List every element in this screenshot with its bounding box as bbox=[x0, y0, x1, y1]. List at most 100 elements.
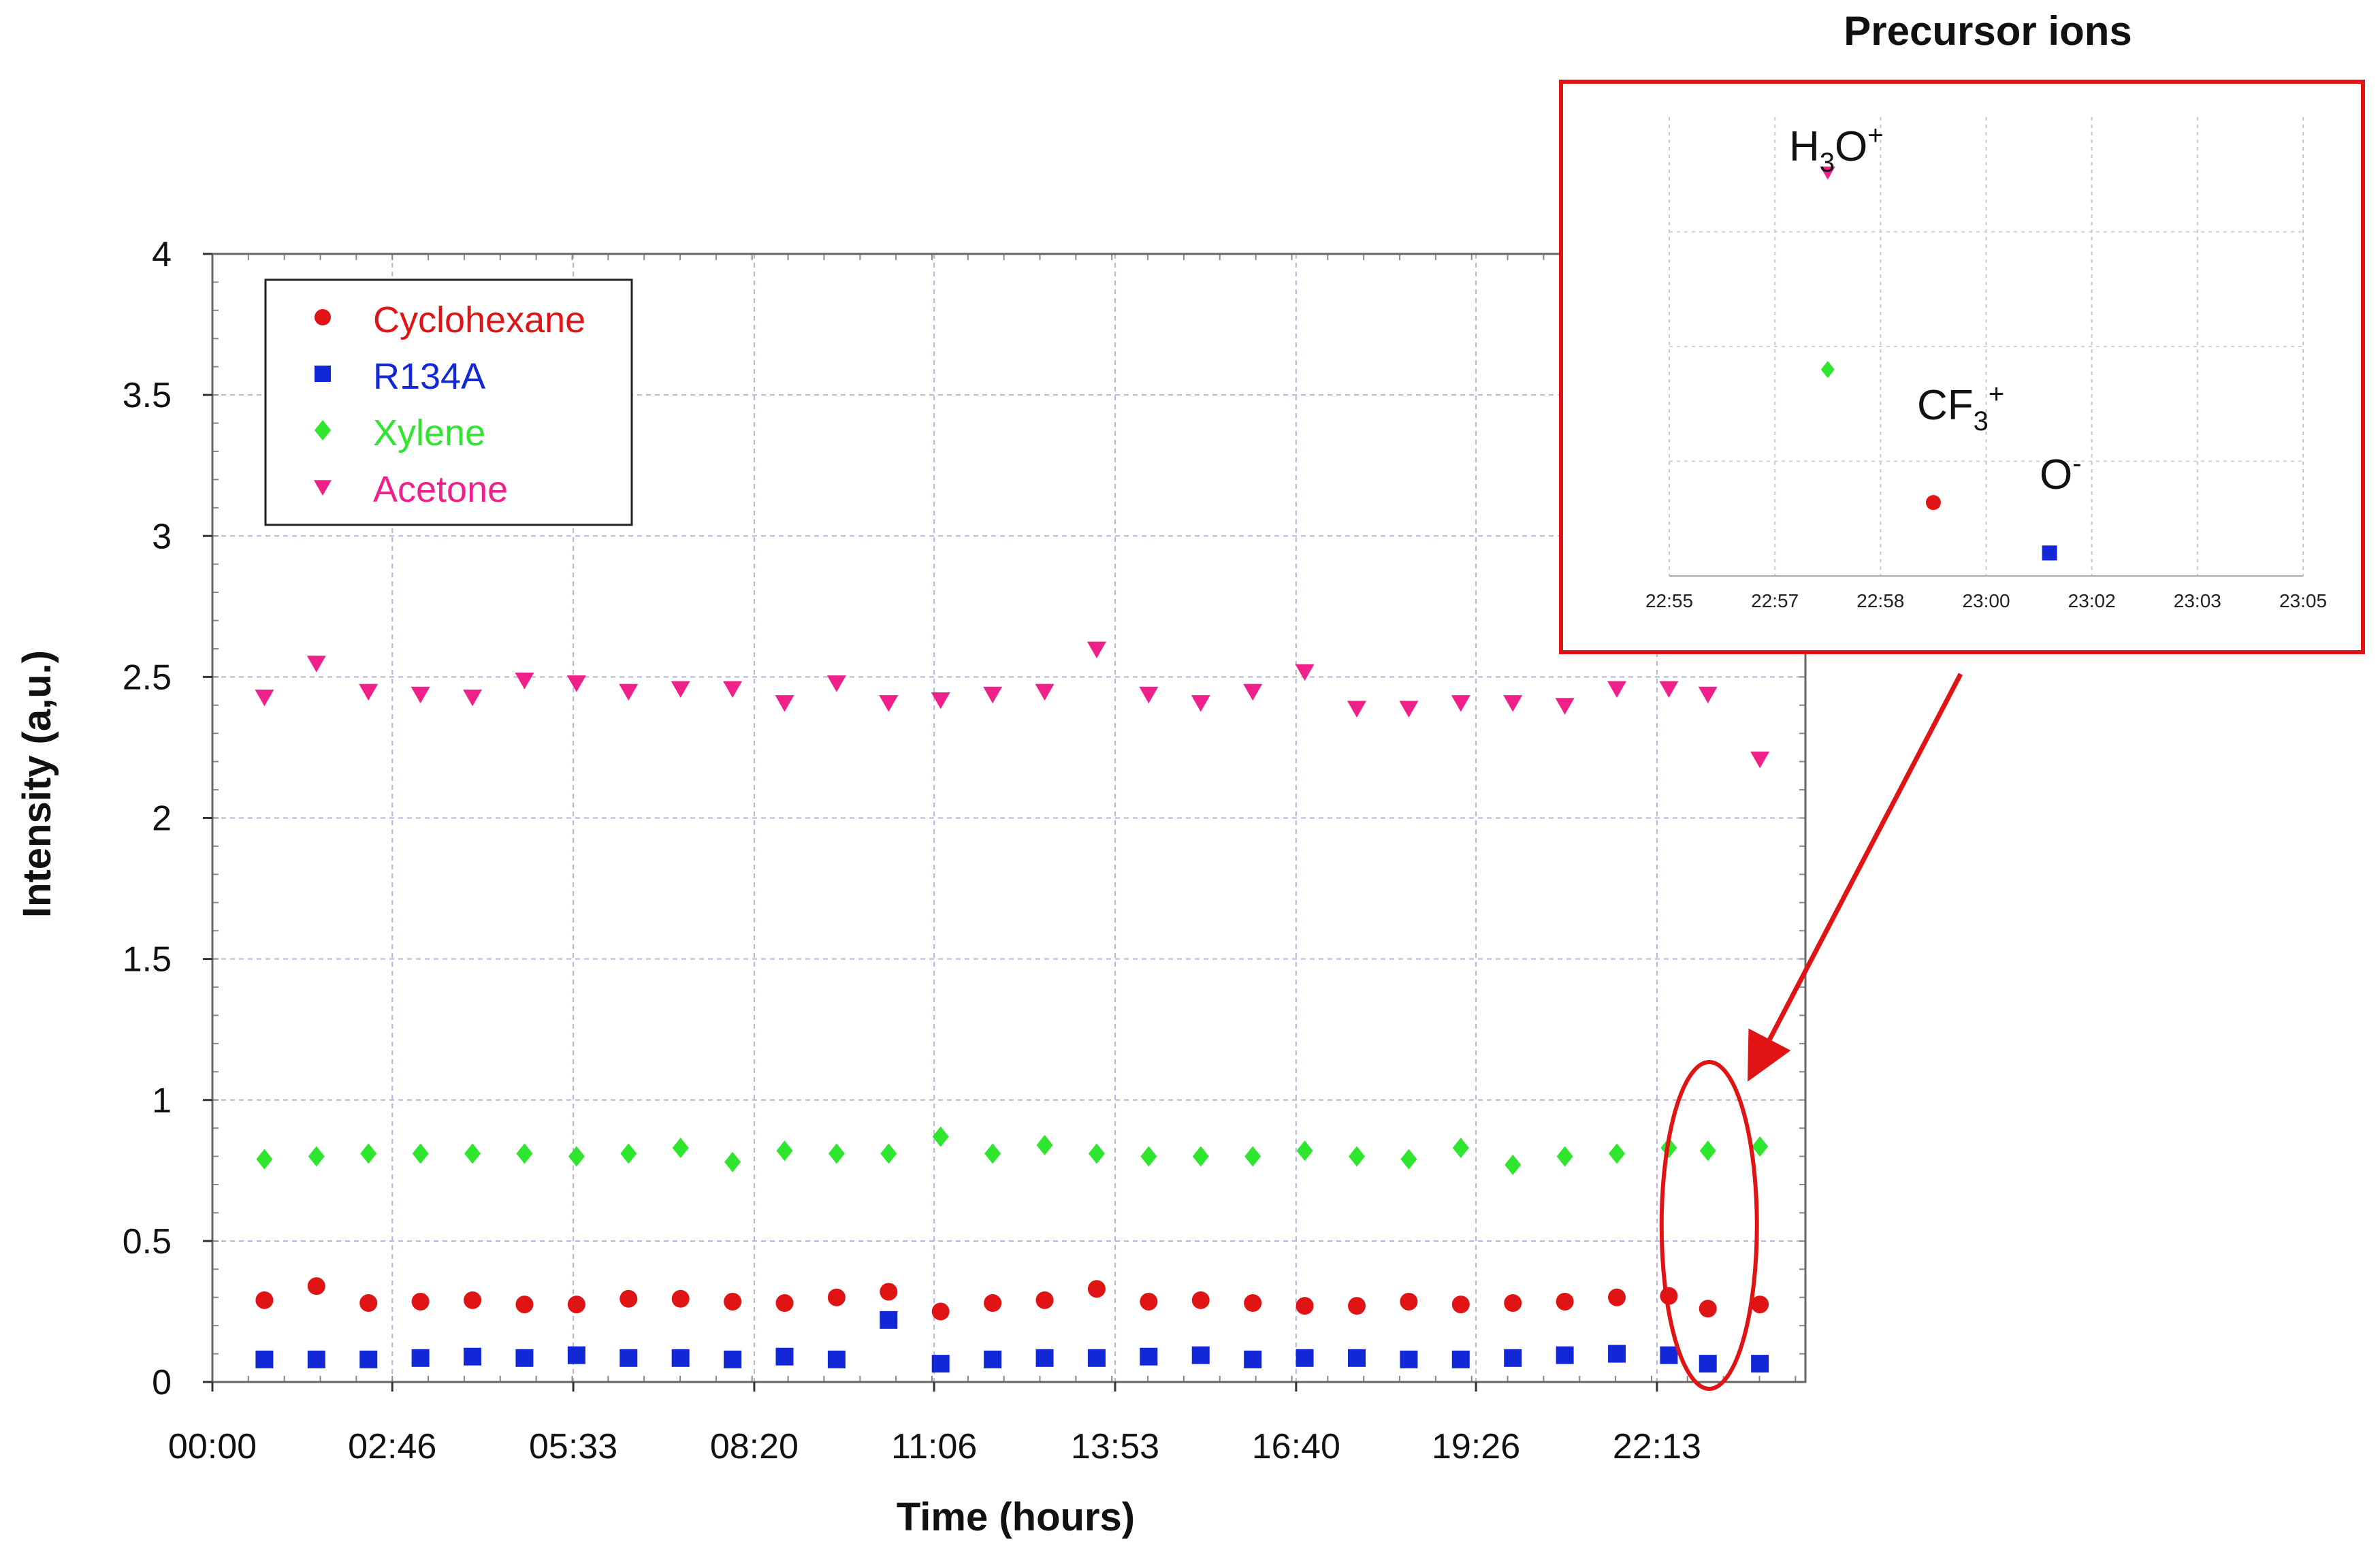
data-point bbox=[464, 1143, 481, 1164]
data-point bbox=[1555, 698, 1575, 715]
grid bbox=[212, 253, 1805, 1383]
legend-label: Acetone bbox=[373, 469, 508, 510]
data-point bbox=[1556, 1346, 1574, 1364]
y-tick-label: 3.5 bbox=[123, 376, 172, 415]
y-tick-label: 1.5 bbox=[123, 940, 172, 980]
data-point bbox=[879, 695, 899, 712]
data-point bbox=[620, 1289, 638, 1308]
data-point bbox=[828, 1143, 845, 1164]
data-point bbox=[672, 1138, 689, 1159]
data-point bbox=[566, 675, 586, 692]
data-point bbox=[1244, 1294, 1262, 1313]
data-point bbox=[306, 656, 326, 673]
data-point bbox=[1452, 1138, 1469, 1159]
data-point bbox=[775, 1294, 794, 1313]
data-point bbox=[671, 681, 690, 698]
data-point bbox=[1400, 1148, 1417, 1170]
data-point bbox=[307, 1350, 325, 1368]
data-point bbox=[1347, 1349, 1366, 1367]
data-point bbox=[1035, 1291, 1054, 1309]
data-point bbox=[1140, 1347, 1158, 1366]
data-point bbox=[568, 1146, 585, 1167]
data-point bbox=[1699, 1140, 1716, 1161]
data-point bbox=[1556, 1292, 1574, 1311]
y-tick-label: 3 bbox=[152, 517, 172, 556]
legend-marker bbox=[314, 480, 332, 496]
data-point bbox=[1296, 1297, 1314, 1315]
y-tick-label: 1 bbox=[152, 1081, 172, 1121]
data-point bbox=[360, 1143, 377, 1164]
data-point bbox=[1750, 752, 1770, 769]
data-point bbox=[826, 675, 846, 692]
data-point bbox=[359, 1294, 378, 1313]
data-point bbox=[1192, 1146, 1209, 1167]
data-point bbox=[255, 1350, 274, 1368]
data-point bbox=[1607, 681, 1627, 698]
data-point bbox=[1505, 1155, 1522, 1176]
data-point bbox=[515, 1349, 534, 1367]
data-point bbox=[724, 1292, 742, 1311]
data-point bbox=[1347, 1297, 1366, 1315]
data-point bbox=[984, 1143, 1001, 1164]
inset-x-tick-label: 22:57 bbox=[1751, 590, 1799, 611]
data-point bbox=[1243, 684, 1263, 701]
data-point bbox=[256, 1148, 273, 1170]
data-point bbox=[931, 1302, 950, 1321]
data-point bbox=[776, 1140, 793, 1161]
data-point bbox=[255, 689, 274, 707]
inset-border bbox=[1559, 80, 2365, 654]
legend-label: Cyclohexane bbox=[373, 300, 585, 340]
legend-marker bbox=[315, 309, 331, 325]
data-point bbox=[1348, 1146, 1365, 1167]
data-point bbox=[1088, 1143, 1105, 1164]
y-tick-label: 4 bbox=[152, 235, 172, 274]
data-point bbox=[1751, 1296, 1769, 1314]
x-tick-label: 19:26 bbox=[1432, 1427, 1520, 1466]
data-point bbox=[1347, 701, 1366, 718]
data-point bbox=[1451, 695, 1470, 712]
data-point bbox=[775, 1347, 794, 1366]
main-plot: 0 0.5 1 1.5 2 2.5 3 3.5 4 00:00 02:46 05:33 08:20 11:… bbox=[15, 235, 1807, 1539]
data-point bbox=[1399, 701, 1419, 718]
inset-x-tick-label: 22:55 bbox=[1645, 590, 1693, 611]
y-tick-label: 0.5 bbox=[123, 1222, 172, 1261]
data-point bbox=[515, 673, 534, 690]
x-tick-label: 02:46 bbox=[348, 1427, 436, 1466]
data-point bbox=[411, 1349, 430, 1367]
x-tick-label: 13:53 bbox=[1071, 1427, 1159, 1466]
inset-point bbox=[1925, 495, 1941, 511]
inset-x-tick-label: 23:03 bbox=[2174, 590, 2221, 611]
data-point bbox=[1699, 1355, 1717, 1373]
data-point bbox=[1295, 664, 1315, 681]
data-point bbox=[1608, 1288, 1626, 1306]
data-point bbox=[1659, 681, 1679, 698]
inset-x-tick-label: 23:00 bbox=[1962, 590, 2010, 611]
precursor-ion-label: H3O+ bbox=[1789, 120, 1884, 178]
data-point bbox=[1451, 1350, 1470, 1368]
inset-point bbox=[1820, 361, 1835, 379]
data-point bbox=[1244, 1350, 1262, 1368]
data-point bbox=[567, 1296, 585, 1314]
x-tick-label: 11:06 bbox=[891, 1427, 977, 1466]
data-point bbox=[1608, 1345, 1626, 1363]
x-tick-label: 08:20 bbox=[710, 1427, 799, 1466]
data-point bbox=[1191, 695, 1210, 712]
legend-label: R134A bbox=[373, 356, 485, 397]
data-point bbox=[411, 686, 430, 704]
data-point bbox=[1752, 1136, 1769, 1157]
y-tick-label: 2 bbox=[152, 799, 172, 839]
data-point bbox=[1660, 1346, 1678, 1364]
data-point bbox=[620, 1349, 638, 1367]
data-point bbox=[307, 1277, 325, 1296]
data-point bbox=[1087, 1349, 1106, 1367]
data-point bbox=[671, 1349, 690, 1367]
data-point bbox=[1751, 1355, 1769, 1373]
data-point bbox=[827, 1350, 846, 1368]
data-point bbox=[359, 1350, 378, 1368]
data-point bbox=[1087, 1280, 1106, 1298]
x-axis-title: Time (hours) bbox=[897, 1495, 1135, 1539]
data-point bbox=[983, 686, 1003, 704]
data-point bbox=[984, 1350, 1002, 1368]
x-tick-label: 16:40 bbox=[1252, 1427, 1340, 1466]
